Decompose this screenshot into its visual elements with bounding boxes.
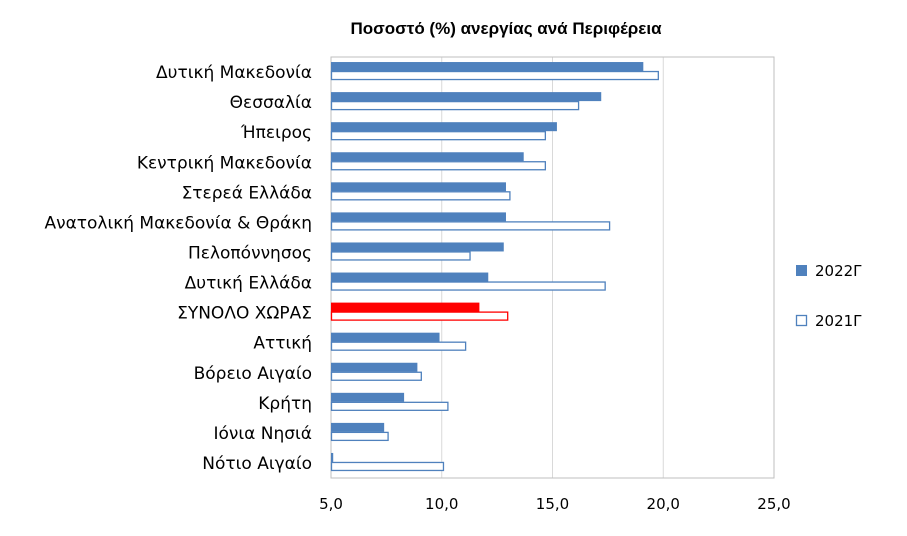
bar-2022 [331,392,405,402]
bar-2022 [331,332,440,342]
grid [330,57,775,478]
bar-2022 [331,452,334,462]
legend-label-2022: 2022Γ [815,262,862,280]
legend-label-2021: 2021Γ [815,312,862,330]
legend-swatch-2021 [795,314,808,327]
bars [330,62,659,472]
chart-title: Ποσοστό (%) ανεργίας ανά Περιφέρεια [350,19,662,38]
plot-area [330,56,775,479]
bar-2022 [331,272,489,282]
bar-2021 [330,221,611,231]
bar-2022 [331,92,602,102]
category-label: Ήπειρος [240,123,312,143]
x-tick-label: 10,0 [425,495,458,513]
category-label: Ανατολική Μακεδονία & Θράκη [44,213,312,233]
category-labels: Δυτική Μακεδονία Θεσσαλία Ήπειρος Κεντρική … [44,63,312,474]
x-tick-label: 5,0 [319,495,343,513]
bar-2022 [331,302,480,312]
bar-2021 [330,100,580,111]
category-label: Κρήτη [258,394,312,414]
bar-2021 [330,131,547,141]
bar-2022 [331,152,524,162]
bar-2022 [331,182,506,192]
bar-2021 [330,401,449,411]
legend: 2022Γ 2021Γ [795,262,862,330]
bar-2022 [331,212,506,222]
bar-2021 [330,431,389,442]
bar-2022 [331,362,418,372]
category-label: Πελοπόννησος [188,243,312,263]
bar-2022 [331,242,504,252]
bar-2021 [330,311,509,321]
bar-2021 [330,281,606,291]
x-tick-label: 15,0 [536,495,569,513]
bar-2021 [330,371,422,381]
bar-2021 [330,70,659,81]
x-tick-label: 20,0 [647,495,680,513]
bar-2022 [331,422,385,432]
category-label: Δυτική Ελλάδα [185,274,312,294]
category-label: Νότιο Αιγαίο [202,454,312,474]
category-label: Βόρειο Αιγαίο [194,364,312,384]
bar-2022 [331,122,557,132]
x-tick-label: 25,0 [757,495,790,513]
category-label: ΣΥΝΟΛΟ ΧΩΡΑΣ [177,304,312,324]
category-label: Στερεά Ελλάδα [182,183,312,203]
bar-2021 [330,191,511,201]
category-label: Κεντρική Μακεδονία [137,153,312,173]
bar-2021 [330,461,445,472]
bar-2021 [330,161,547,171]
x-axis-ticks: 5,0 10,0 15,0 20,0 25,0 [319,495,791,513]
category-label: Θεσσαλία [230,93,312,113]
bar-2021 [330,251,471,261]
category-label: Αττική [253,334,312,354]
category-label: Δυτική Μακεδονία [156,63,312,83]
bar-2021 [330,341,467,351]
category-label: Ιόνια Νησιά [214,424,313,444]
bar-2022 [331,62,644,72]
legend-swatch-2022 [796,265,807,276]
